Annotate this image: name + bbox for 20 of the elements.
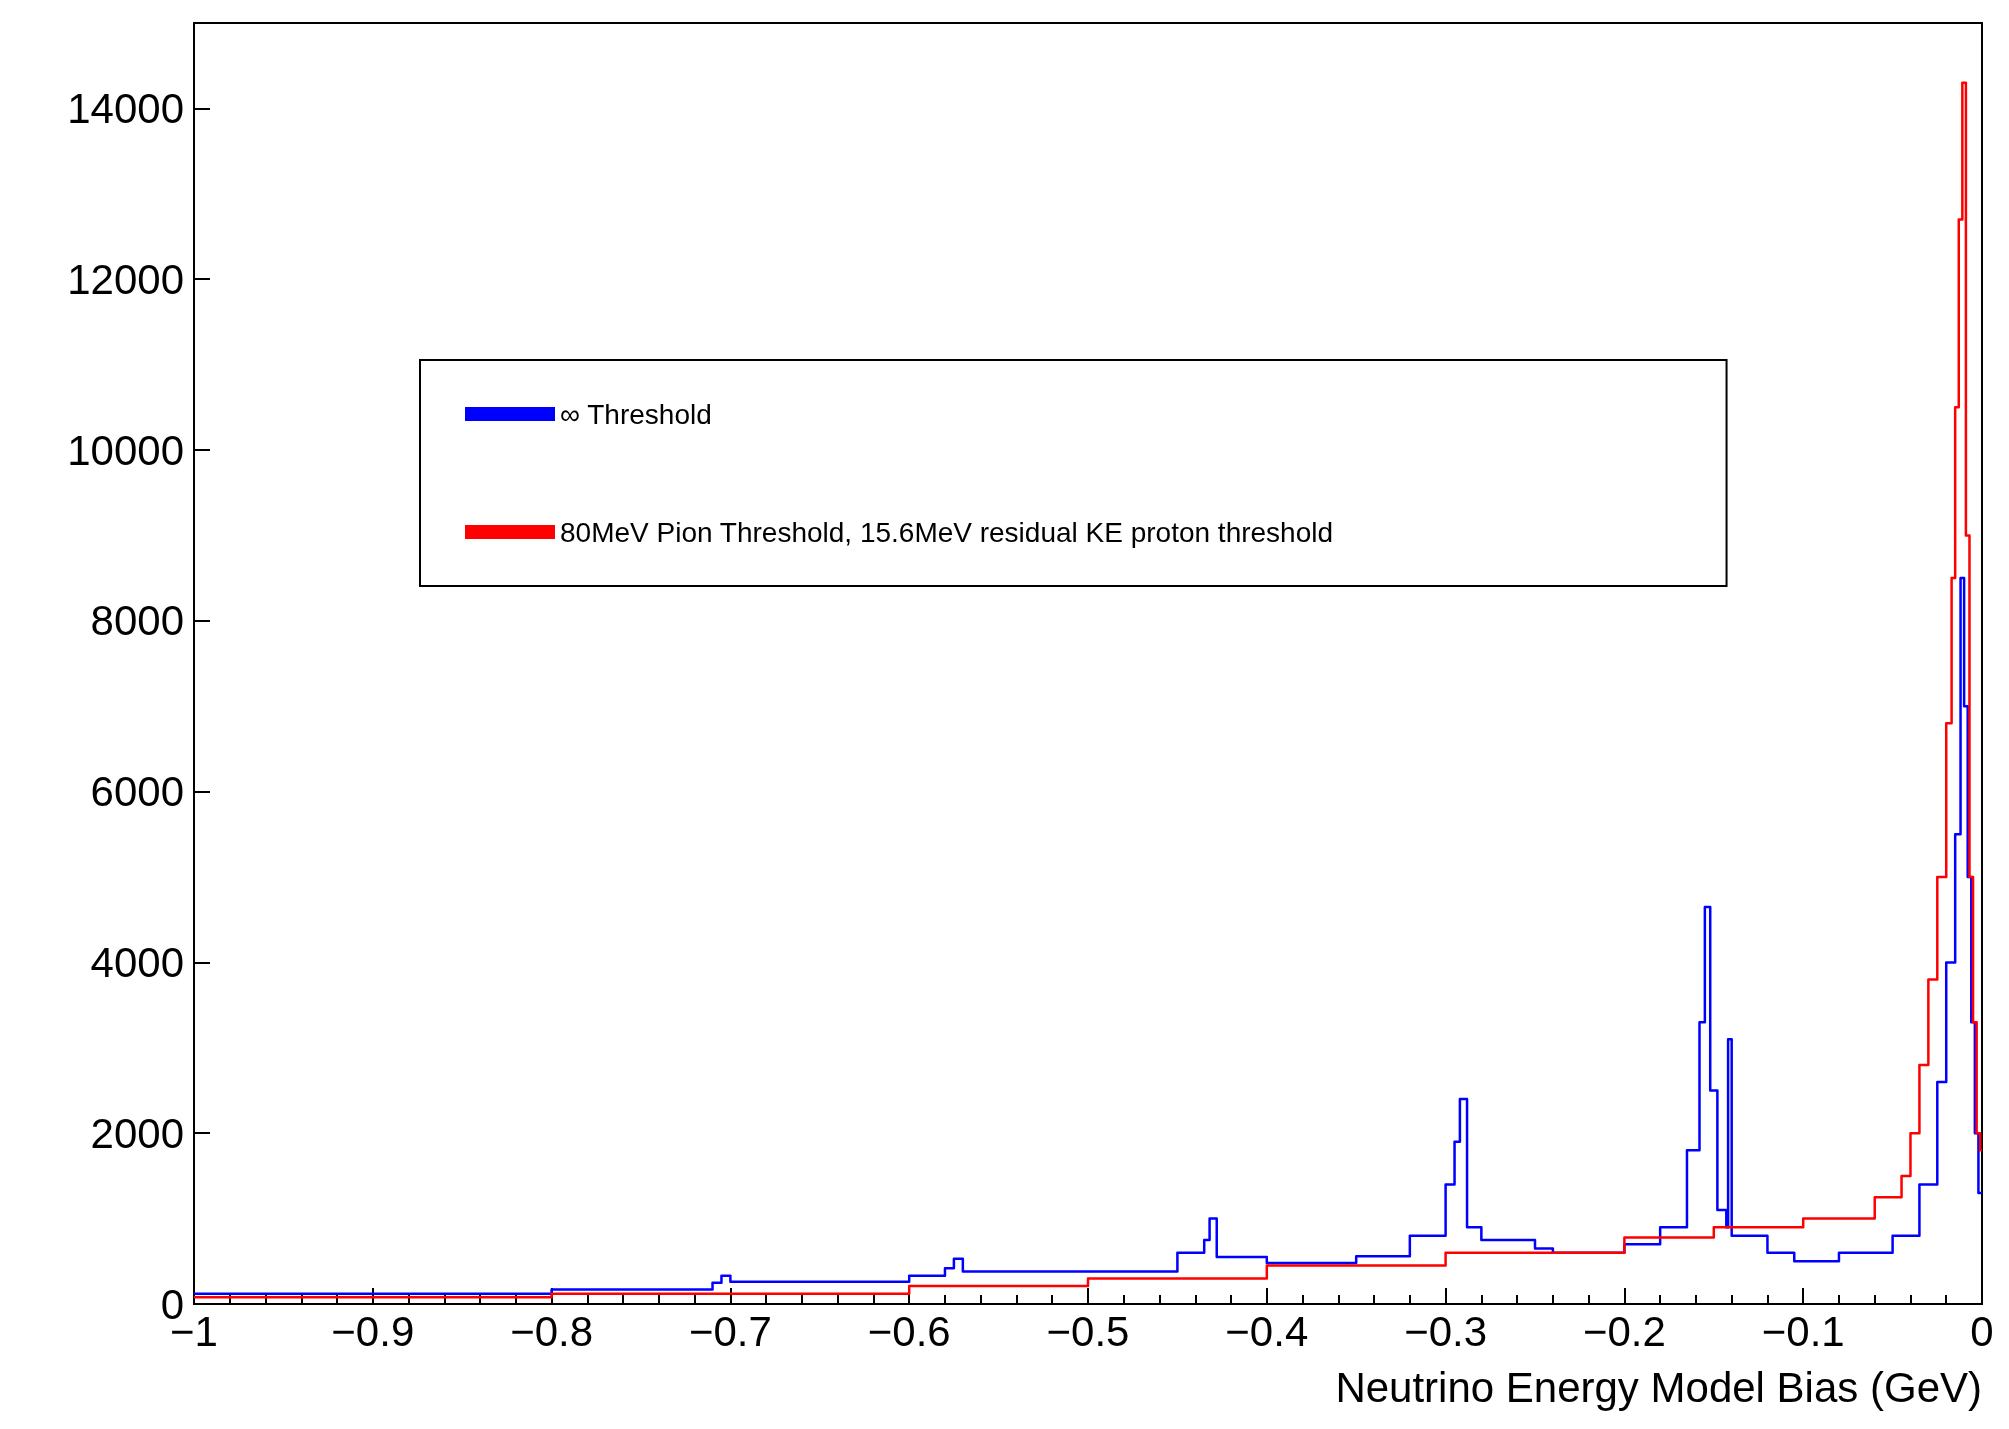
x-tick-label: −0.7 (688, 1307, 772, 1355)
x-axis-title: Neutrino Energy Model Bias (GeV) (1335, 1363, 1982, 1411)
x-tick-label: −0.4 (1225, 1307, 1309, 1355)
x-tick-label: −0.1 (1761, 1307, 1845, 1355)
x-tick-label: −0.8 (510, 1307, 594, 1355)
y-tick-label: 4000 (90, 938, 184, 986)
x-tick-label: −0.3 (1404, 1307, 1488, 1355)
y-tick-label: 12000 (67, 255, 184, 303)
x-tick-label: 0 (1970, 1307, 1994, 1355)
x-tick-label: −0.5 (1046, 1307, 1130, 1355)
y-tick-label: 2000 (90, 1109, 184, 1157)
y-tick-label: 6000 (90, 768, 184, 816)
x-tick-label: −0.9 (331, 1307, 415, 1355)
x-tick-label: −0.2 (1582, 1307, 1666, 1355)
y-tick-label: 10000 (67, 426, 184, 474)
x-tick-label: −0.6 (867, 1307, 951, 1355)
y-tick-label: 14000 (67, 84, 184, 132)
legend-label: 80MeV Pion Threshold, 15.6MeV residual KE proton threshold (560, 516, 1334, 548)
legend-label: ∞ Threshold (560, 398, 712, 430)
y-tick-label: 8000 (90, 597, 184, 645)
